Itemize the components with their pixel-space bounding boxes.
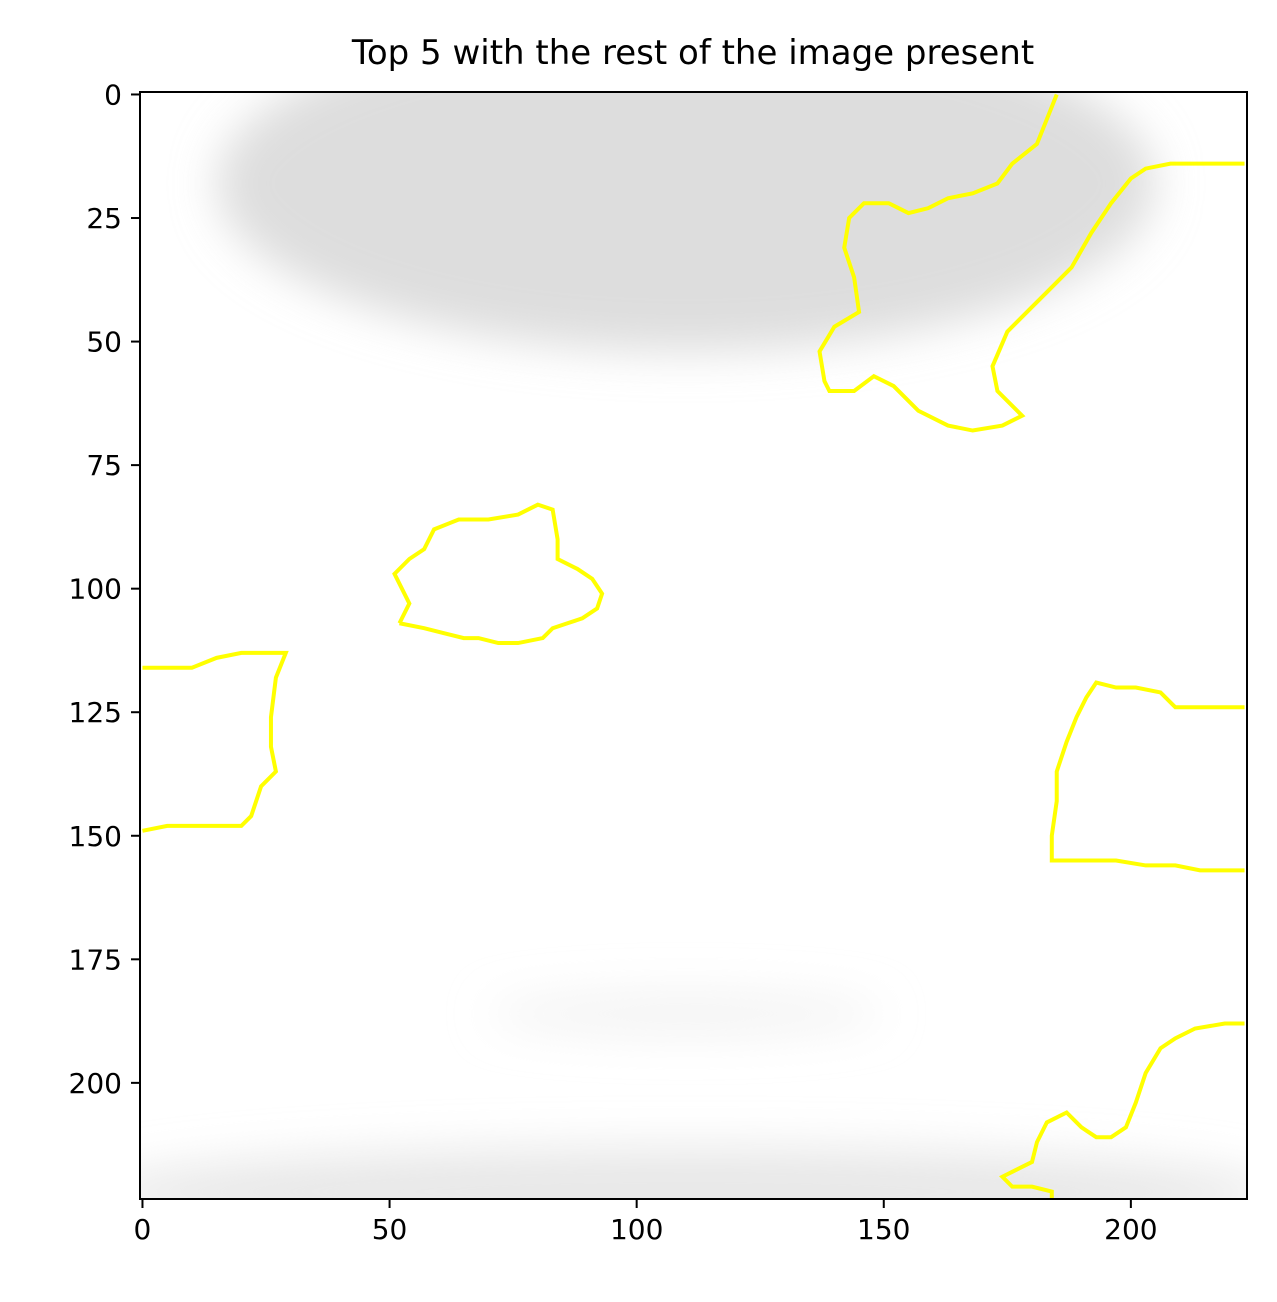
x-axis: 0 50 100 150 200 bbox=[134, 1199, 1158, 1246]
outline-region-5-bottom-right bbox=[998, 1021, 1245, 1199]
y-tick-label: 175 bbox=[69, 943, 122, 976]
x-tick-label: 0 bbox=[134, 1213, 152, 1246]
y-tick-label: 125 bbox=[69, 696, 122, 729]
y-tick-label: 200 bbox=[69, 1067, 122, 1100]
y-tick-label: 0 bbox=[104, 78, 122, 111]
x-tick-label: 200 bbox=[1104, 1213, 1157, 1246]
outline-region-2-center bbox=[392, 502, 605, 646]
shade-top-cloud bbox=[216, 92, 1156, 352]
outline-region-1-top-right bbox=[817, 93, 1245, 433]
x-tick-label: 150 bbox=[857, 1213, 910, 1246]
axes-frame bbox=[139, 91, 1248, 1200]
y-tick-label: 50 bbox=[86, 326, 122, 359]
y-tick-label: 150 bbox=[69, 820, 122, 853]
y-tick-label: 100 bbox=[69, 573, 122, 606]
y-axis: 0 25 50 75 100 125 150 175 200 bbox=[69, 78, 140, 1100]
segment-outlines bbox=[142, 93, 1245, 1199]
y-tick-label: 75 bbox=[86, 449, 122, 482]
x-tick-label: 50 bbox=[372, 1213, 408, 1246]
outline-region-3-left bbox=[142, 650, 289, 833]
chart-title: Top 5 with the rest of the image present bbox=[351, 33, 1034, 73]
y-tick-label: 25 bbox=[86, 202, 122, 235]
shade-bottom-strip bbox=[140, 1147, 1247, 1199]
shade-faint-band-mid bbox=[488, 993, 884, 1034]
outline-region-4-right-middle bbox=[1049, 680, 1245, 873]
x-tick-label: 100 bbox=[610, 1213, 663, 1246]
image-shading bbox=[140, 92, 1247, 1199]
